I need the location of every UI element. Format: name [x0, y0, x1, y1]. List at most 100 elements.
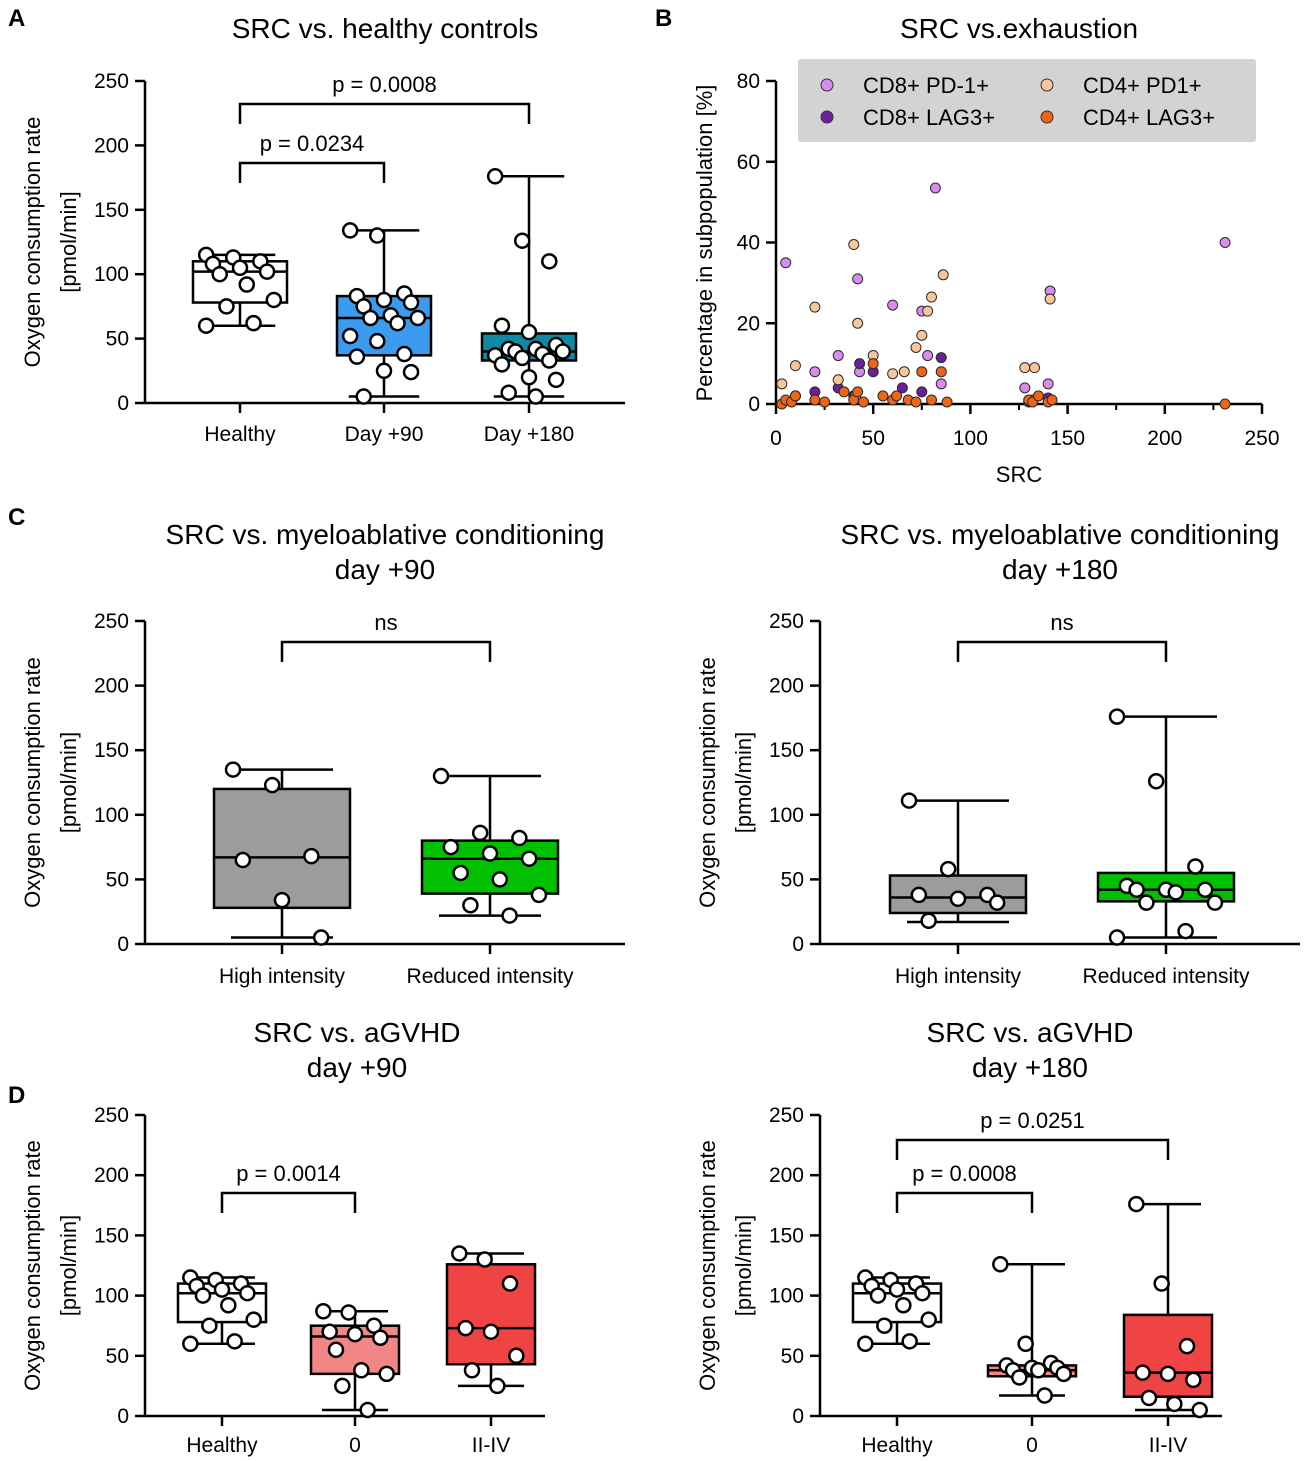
- data-point: [396, 345, 413, 363]
- data-point: [452, 864, 469, 882]
- chart-title: day +90: [335, 554, 435, 585]
- data-point: [1191, 1401, 1208, 1419]
- scatter-point: [887, 368, 899, 380]
- data-point: [888, 1281, 906, 1298]
- data-point: [341, 222, 359, 239]
- panel-label: D: [8, 1082, 25, 1109]
- y-tick-label: 250: [769, 610, 804, 633]
- significance-label: ns: [1050, 610, 1073, 635]
- y-tick-label: 0: [117, 1405, 129, 1428]
- data-point: [920, 1311, 937, 1328]
- data-point: [1147, 772, 1165, 790]
- category-label: Healthy: [861, 1434, 933, 1457]
- data-point: [355, 388, 372, 405]
- data-point: [213, 1281, 231, 1298]
- data-point: [901, 1333, 918, 1350]
- data-point: [1159, 1365, 1177, 1383]
- category-label: Reduced intensity: [407, 965, 574, 988]
- y-tick-label: 250: [94, 1104, 129, 1127]
- data-point: [201, 1317, 218, 1334]
- data-point: [1036, 1387, 1053, 1404]
- scatter-point: [1219, 398, 1231, 410]
- y-tick-label: 200: [769, 1164, 804, 1187]
- scatter-point: [916, 329, 928, 341]
- scatter-point: [891, 390, 903, 402]
- data-point: [486, 168, 504, 185]
- data-point: [375, 291, 393, 309]
- data-point: [520, 323, 538, 341]
- scatter-point: [789, 360, 801, 372]
- scatter-point: [809, 366, 821, 378]
- scatter-point: [896, 382, 908, 394]
- data-point: [1017, 1335, 1034, 1353]
- data-point: [1187, 858, 1204, 875]
- data-point: [1055, 1365, 1072, 1383]
- significance-label: p = 0.0251: [980, 1108, 1085, 1133]
- data-point: [273, 891, 291, 909]
- scatter-point: [1019, 382, 1031, 394]
- significance-label: p = 0.0234: [260, 131, 365, 156]
- y-tick-label: 250: [94, 610, 129, 633]
- data-point: [520, 368, 538, 386]
- scatter-point: [935, 378, 947, 390]
- chart-title: day +180: [1002, 554, 1118, 585]
- legend-marker: [1040, 110, 1054, 124]
- y-tick-label: 200: [769, 675, 804, 698]
- data-point: [1140, 1389, 1158, 1407]
- data-point: [321, 1323, 338, 1340]
- data-point: [530, 886, 548, 904]
- data-point: [224, 761, 242, 778]
- data-point: [489, 1377, 506, 1395]
- data-point: [992, 1256, 1009, 1273]
- category-label: II-IV: [472, 1434, 511, 1457]
- scatter-point: [832, 350, 844, 362]
- data-point: [457, 1319, 474, 1337]
- data-point: [910, 886, 928, 904]
- chart-title: SRC vs.exhaustion: [900, 13, 1138, 44]
- scatter-point: [780, 257, 792, 269]
- y-tick-label: 200: [94, 675, 129, 698]
- data-point: [1185, 1371, 1202, 1389]
- data-point: [194, 1287, 212, 1304]
- y-tick-label: 20: [737, 312, 760, 335]
- box: [445, 1263, 537, 1366]
- category-label: Healthy: [186, 1434, 258, 1457]
- data-point: [1108, 929, 1126, 946]
- category-label: Day +180: [484, 423, 574, 446]
- data-point: [362, 309, 379, 327]
- data-point: [315, 1303, 332, 1320]
- scatter-point: [852, 273, 864, 285]
- y-tick-label: 0: [748, 393, 760, 416]
- category-label: Reduced intensity: [1083, 965, 1250, 988]
- scatter-point: [852, 317, 864, 329]
- scatter-point: [1032, 390, 1044, 402]
- data-point: [353, 1361, 370, 1379]
- data-point: [491, 871, 509, 888]
- y-tick-label: 150: [94, 1224, 129, 1247]
- y-tick-label: 250: [769, 1104, 804, 1127]
- significance-label: p = 0.0014: [236, 1161, 341, 1186]
- scatter-point: [809, 301, 821, 313]
- y-axis-label: [pmol/min]: [56, 191, 81, 292]
- data-point: [501, 907, 518, 924]
- data-point: [1153, 1275, 1170, 1292]
- data-point: [211, 265, 228, 283]
- scatter-point: [1044, 293, 1056, 305]
- y-tick-label: 150: [94, 199, 129, 222]
- data-point: [245, 314, 262, 332]
- scatter-point: [848, 239, 860, 251]
- scatter-point: [926, 291, 938, 303]
- chart-title: SRC vs. aGVHD: [254, 1017, 461, 1048]
- data-point: [368, 227, 386, 244]
- data-point: [378, 1365, 395, 1383]
- x-tick-label: 50: [862, 427, 885, 450]
- x-tick-label: 100: [953, 427, 988, 450]
- y-tick-label: 200: [94, 1164, 129, 1187]
- scatter-point: [852, 386, 864, 398]
- y-axis-label: [pmol/min]: [56, 1215, 81, 1316]
- y-tick-label: 250: [94, 70, 129, 93]
- scatter-point: [1029, 362, 1041, 374]
- y-tick-label: 50: [106, 868, 129, 891]
- legend-label: CD8+ PD-1+: [863, 73, 989, 98]
- data-point: [348, 348, 366, 365]
